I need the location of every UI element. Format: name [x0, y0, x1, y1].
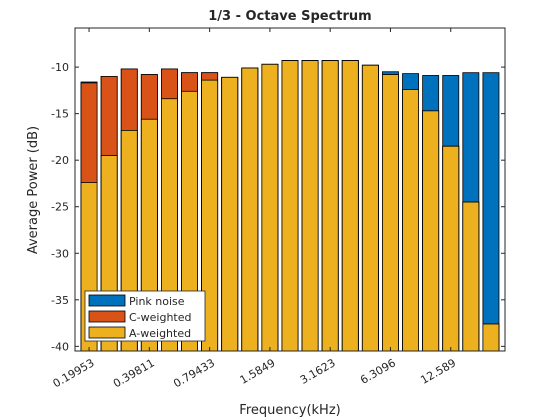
- legend: Pink noise C-weighted A-weighted: [84, 290, 206, 342]
- x-tick-label: 3.1623: [298, 356, 338, 387]
- bar: [261, 63, 279, 352]
- axes-box: [74, 27, 506, 352]
- legend-label: C-weighted: [129, 311, 192, 324]
- y-tick-label: -40: [51, 340, 69, 353]
- y-axis-label: Average Power (dB): [26, 126, 41, 254]
- bar: [241, 67, 259, 352]
- legend-label: Pink noise: [129, 295, 185, 308]
- bar: [321, 60, 339, 352]
- bar: [361, 64, 379, 352]
- legend-swatch: [88, 294, 126, 307]
- x-tick-label: 6.3096: [358, 356, 398, 387]
- bar: [301, 60, 319, 352]
- chart-title: 1/3 - Octave Spectrum: [208, 9, 371, 24]
- bar: [281, 60, 299, 352]
- bar: [422, 110, 440, 352]
- legend-swatch: [88, 326, 126, 339]
- y-tick-label: -15: [51, 108, 69, 121]
- bar: [442, 145, 460, 352]
- y-tick-label: -10: [51, 61, 69, 74]
- legend-label: A-weighted: [129, 327, 191, 340]
- y-tick-label: -30: [51, 247, 69, 260]
- bar: [382, 74, 399, 352]
- legend-swatch: [88, 310, 126, 323]
- x-tick-label: 0.79433: [171, 356, 217, 390]
- bar: [462, 201, 480, 352]
- bar: [402, 89, 419, 352]
- bar: [482, 72, 500, 352]
- bar: [221, 76, 239, 352]
- x-tick-label: 1.5849: [238, 356, 278, 387]
- y-tick-label: -25: [51, 201, 69, 214]
- x-axis-label: Frequency(kHz): [239, 403, 340, 418]
- x-tick-label: 0.39811: [111, 356, 157, 390]
- x-tick-label: 12.589: [418, 356, 458, 387]
- y-tick-label: -20: [51, 154, 69, 167]
- x-tick-label: 0.19953: [51, 356, 97, 390]
- bar: [482, 323, 500, 352]
- y-tick-label: -35: [51, 294, 69, 307]
- bar: [341, 60, 359, 352]
